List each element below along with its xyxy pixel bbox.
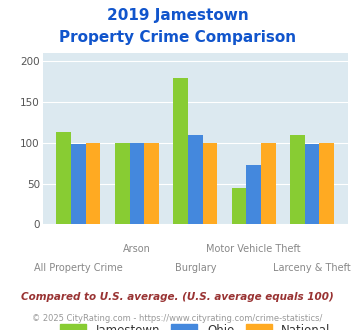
Bar — [320, 143, 334, 224]
Bar — [115, 143, 130, 224]
Text: All Property Crime: All Property Crime — [34, 263, 123, 273]
Text: Arson: Arson — [123, 244, 151, 254]
Bar — [71, 144, 86, 224]
Text: 2019 Jamestown: 2019 Jamestown — [106, 8, 248, 23]
Bar — [261, 143, 275, 224]
Text: Property Crime Comparison: Property Crime Comparison — [59, 30, 296, 45]
Bar — [203, 143, 217, 224]
Bar — [144, 143, 159, 224]
Bar — [188, 135, 203, 224]
Bar — [290, 135, 305, 224]
Bar — [56, 132, 71, 224]
Bar — [246, 165, 261, 224]
Text: Larceny & Theft: Larceny & Theft — [273, 263, 351, 273]
Text: Burglary: Burglary — [175, 263, 216, 273]
Text: Motor Vehicle Theft: Motor Vehicle Theft — [206, 244, 301, 254]
Legend: Jamestown, Ohio, National: Jamestown, Ohio, National — [55, 319, 335, 330]
Bar — [86, 143, 100, 224]
Text: © 2025 CityRating.com - https://www.cityrating.com/crime-statistics/: © 2025 CityRating.com - https://www.city… — [32, 314, 323, 323]
Text: Compared to U.S. average. (U.S. average equals 100): Compared to U.S. average. (U.S. average … — [21, 292, 334, 302]
Bar — [305, 144, 320, 224]
Bar — [173, 78, 188, 224]
Bar — [232, 188, 246, 224]
Bar — [130, 143, 144, 224]
